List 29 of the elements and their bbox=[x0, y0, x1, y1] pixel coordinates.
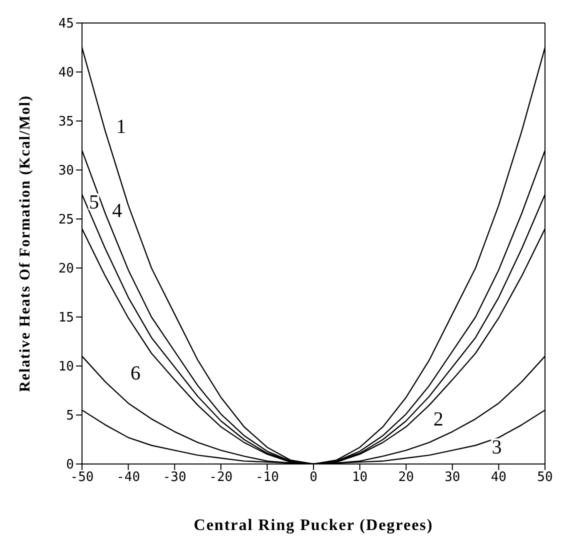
y-tick-label: 25 bbox=[58, 212, 74, 228]
x-tick-label: 50 bbox=[537, 470, 553, 486]
series-label: 6 bbox=[130, 362, 140, 384]
x-tick-label: 40 bbox=[490, 470, 507, 486]
y-tick-label: 40 bbox=[58, 66, 74, 81]
x-tick-label: 10 bbox=[352, 470, 368, 486]
x-tick-label: -30 bbox=[162, 470, 186, 486]
series-label: 4 bbox=[112, 200, 122, 222]
y-tick-label: 45 bbox=[58, 16, 74, 32]
x-tick-label: -40 bbox=[116, 470, 140, 486]
y-tick-label: 5 bbox=[66, 408, 74, 424]
y-tick-label: 15 bbox=[58, 310, 74, 326]
x-axis-title: Central Ring Pucker (Degrees) bbox=[194, 517, 434, 534]
x-tick-label: 0 bbox=[310, 470, 318, 486]
series-label: 5 bbox=[89, 192, 99, 214]
series-label: 1 bbox=[116, 116, 126, 138]
y-tick-label: 35 bbox=[58, 114, 74, 130]
series-label: 2 bbox=[433, 408, 444, 431]
x-tick-label: 30 bbox=[444, 470, 460, 486]
y-tick-label: 20 bbox=[58, 262, 74, 277]
x-tick-label: -10 bbox=[255, 470, 279, 486]
x-tick-label: -20 bbox=[209, 470, 233, 486]
x-tick-label: -50 bbox=[70, 470, 94, 486]
y-tick-label: 10 bbox=[58, 360, 74, 375]
x-tick-label: 20 bbox=[398, 470, 414, 486]
y-tick-label: 30 bbox=[58, 164, 74, 179]
y-axis-title: Relative Heats Of Formation (Kcal/Mol) bbox=[17, 94, 34, 392]
y-tick-label: 0 bbox=[66, 458, 74, 473]
series-label: 3 bbox=[492, 436, 502, 459]
